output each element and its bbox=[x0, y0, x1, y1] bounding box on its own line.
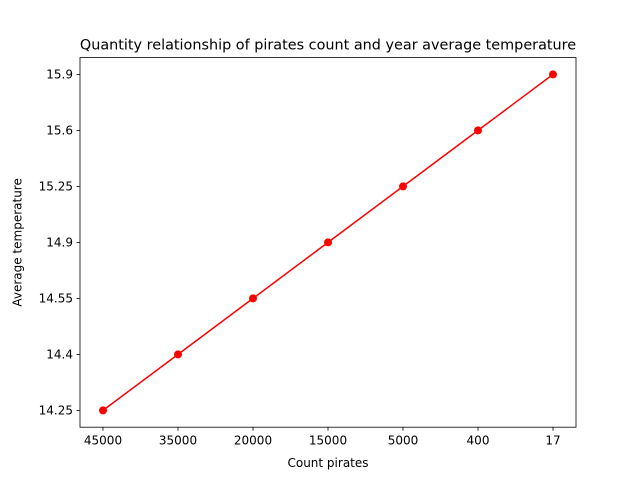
data-point bbox=[324, 238, 332, 247]
y-tick-label: 14.25 bbox=[39, 404, 73, 418]
data-point bbox=[99, 406, 107, 415]
data-point bbox=[174, 350, 182, 359]
plot-frame bbox=[79, 57, 577, 428]
y-tick-label: 14.55 bbox=[39, 292, 73, 306]
plot-area: 45000 35000 20000 15000 5000 400 17 14.25 14.4 14… bbox=[39, 68, 561, 448]
y-tick-label: 15.6 bbox=[46, 124, 73, 138]
data-point bbox=[249, 294, 257, 303]
y-tick-label: 15.25 bbox=[39, 180, 73, 194]
x-tick-label: 5000 bbox=[388, 434, 419, 448]
x-tick-label: 35000 bbox=[159, 434, 197, 448]
x-tick-label: 45000 bbox=[84, 434, 122, 448]
y-tick-label: 14.9 bbox=[46, 236, 73, 250]
data-point bbox=[549, 70, 557, 79]
y-axis-label: Average temperature bbox=[11, 178, 25, 307]
data-point bbox=[399, 182, 407, 191]
x-tick-label: 20000 bbox=[234, 434, 272, 448]
x-tick-label: 400 bbox=[467, 434, 490, 448]
x-tick-label: 15000 bbox=[309, 434, 347, 448]
y-tick-label: 14.4 bbox=[46, 348, 73, 362]
x-axis-label: Count pirates bbox=[287, 456, 368, 470]
chart-title: Quantity relationship of pirates count a… bbox=[80, 38, 576, 54]
x-tick-label: 17 bbox=[545, 434, 560, 448]
data-point bbox=[474, 126, 482, 135]
y-tick-label: 15.9 bbox=[46, 68, 73, 82]
